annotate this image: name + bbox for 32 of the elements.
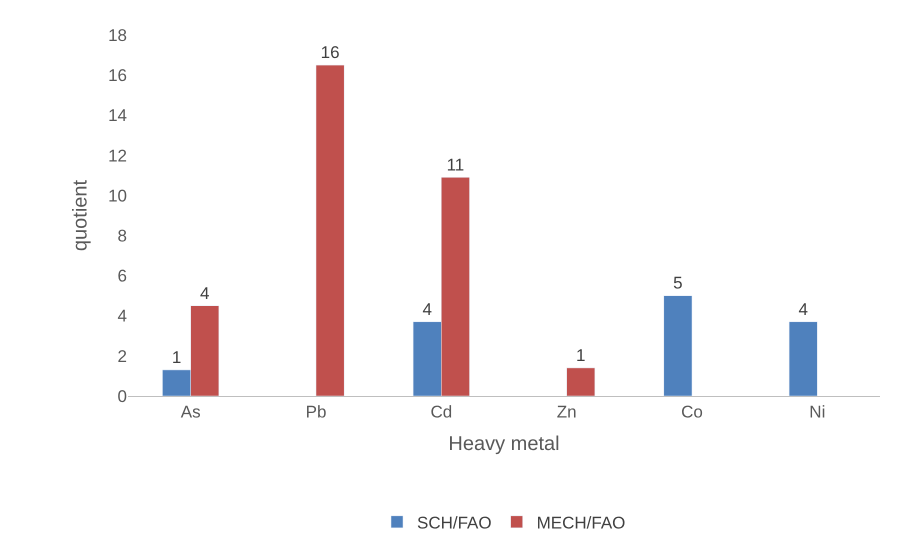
x-tick-label: Pb: [306, 402, 326, 422]
y-tick-label: 4: [118, 306, 127, 326]
x-tick-label: Ni: [809, 402, 826, 422]
y-tick-label: 0: [118, 386, 127, 406]
bar: [316, 64, 344, 396]
data-label: 1: [172, 348, 182, 367]
y-tick-label: 10: [108, 186, 127, 206]
data-label: 11: [446, 155, 464, 174]
x-tick-label: As: [180, 402, 201, 422]
y-axis-title: quotient: [70, 179, 92, 252]
bar: [566, 368, 596, 396]
x-tick-label: Cd: [430, 402, 452, 422]
y-tick-label: 6: [118, 266, 127, 286]
y-tick-label: 2: [118, 346, 127, 366]
data-label: 5: [673, 274, 683, 293]
y-tick-label: 16: [108, 66, 127, 86]
y-tick-label: 14: [108, 106, 127, 126]
x-axis-title: Heavy metal: [448, 432, 560, 455]
y-tick-label: 12: [108, 146, 127, 166]
data-label: 4: [798, 300, 808, 319]
bar: [788, 322, 818, 396]
bar: [664, 295, 692, 396]
data-label: 1: [576, 346, 586, 365]
x-tick-label: Zn: [556, 402, 577, 422]
y-tick-label: 18: [108, 26, 127, 45]
x-tick-label: Co: [681, 402, 703, 422]
y-tick-label: 8: [118, 226, 127, 246]
data-label: 4: [200, 284, 210, 303]
data-label: 4: [422, 300, 432, 319]
legend-label: SCH/FAO: [417, 513, 492, 532]
data-label: 16: [320, 43, 340, 62]
legend-label: MECH/FAO: [536, 513, 626, 532]
